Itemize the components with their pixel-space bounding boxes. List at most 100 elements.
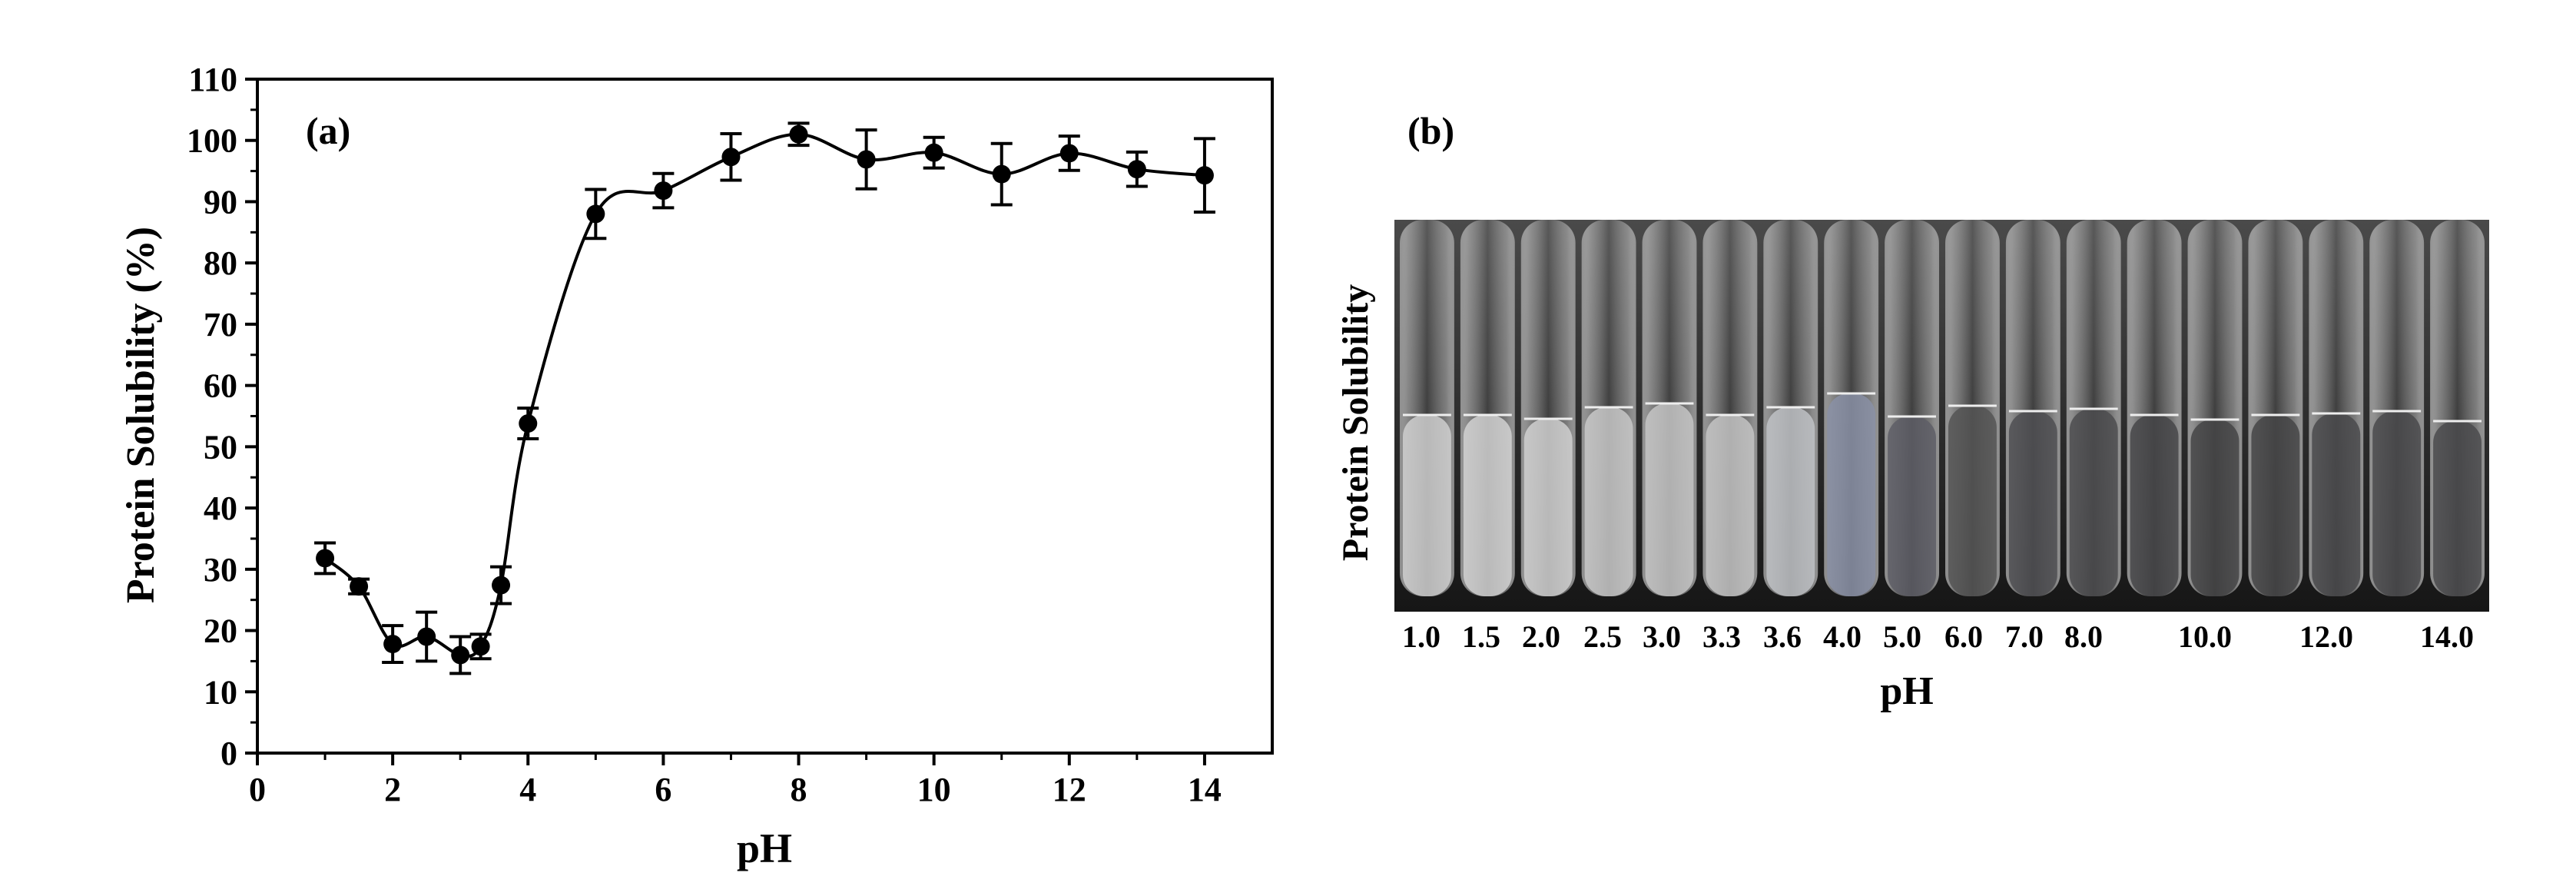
y-tick-label: 0 — [220, 735, 237, 772]
tube-ph-label: 5.0 — [1883, 619, 1921, 654]
tube-ph-label: 14.0 — [2420, 619, 2474, 654]
tube-ph-labels: 1.0 1.5 2.0 2.5 3.0 3.3 3.6 4.0 5.0 6.0 7.0 8.0 10.0… — [1402, 619, 2474, 654]
photo-y-label: Protein Solubility — [1335, 284, 1376, 562]
tube-liquid — [1523, 419, 1573, 596]
y-axis-label: Protein Solubility (%) — [119, 227, 163, 603]
y-tick-label: 50 — [204, 428, 237, 466]
test-tube — [2187, 220, 2243, 596]
y-tick-label: 100 — [187, 122, 237, 160]
tubes-photo-panel: (b) Protein Solubility 1.0 1.5 2.0 2.5 3.0 3.… — [1335, 109, 2489, 713]
data-point — [789, 124, 808, 144]
tube-liquid — [1888, 416, 1936, 596]
x-tick-label: 10 — [917, 771, 951, 808]
panel-label-a: (a) — [306, 109, 350, 152]
tube-liquid — [2008, 411, 2057, 596]
data-point — [417, 627, 436, 646]
test-tube — [1945, 220, 2000, 596]
test-tube — [1763, 220, 1818, 596]
tube-ph-label: 8.0 — [2064, 619, 2103, 654]
data-point — [383, 635, 403, 654]
data-point — [1127, 160, 1146, 179]
test-tube — [1520, 220, 1576, 596]
x-tick-label: 12 — [1053, 771, 1086, 808]
y-tick-label: 20 — [204, 612, 237, 650]
data-point — [586, 204, 605, 224]
x-tick-label: 2 — [384, 771, 401, 808]
tube-liquid — [2312, 413, 2361, 596]
photo-x-label: pH — [1880, 669, 1933, 713]
tube-ph-label: 1.0 — [1402, 619, 1441, 654]
test-tube — [1400, 220, 1454, 596]
tube-liquid — [2069, 409, 2118, 596]
data-point — [519, 414, 538, 433]
tube-ph-label: 2.0 — [1522, 619, 1560, 654]
data-point — [492, 576, 511, 595]
tube-liquid — [1463, 415, 1512, 596]
tube-liquid — [2251, 415, 2300, 596]
data-point — [451, 645, 470, 665]
test-tube — [2066, 220, 2121, 596]
tube-liquid — [2190, 420, 2239, 596]
tube-ph-label: 7.0 — [2005, 619, 2044, 654]
y-tick-label: 80 — [204, 244, 237, 282]
test-tube — [1460, 220, 1515, 596]
test-tube — [2309, 220, 2364, 596]
y-axis-ticks: 0 10 20 30 40 50 60 70 80 90 100 110 — [187, 61, 257, 772]
data-point — [1059, 144, 1079, 163]
x-tick-label: 6 — [655, 771, 671, 808]
y-tick-label: 70 — [204, 306, 237, 343]
data-point — [992, 164, 1011, 184]
y-tick-label: 40 — [204, 489, 237, 527]
y-tick-label: 30 — [204, 551, 237, 589]
tube-liquid — [2433, 421, 2482, 596]
x-tick-label: 0 — [249, 771, 266, 808]
data-point — [350, 577, 369, 596]
data-point — [924, 143, 943, 162]
data-point — [471, 637, 490, 656]
data-point — [857, 150, 876, 169]
x-tick-label: 8 — [791, 771, 807, 808]
test-tubes — [1400, 220, 2485, 596]
tube-liquid — [1948, 406, 1997, 596]
x-tick-label: 14 — [1188, 771, 1222, 808]
y-tick-label: 10 — [204, 673, 237, 711]
test-tube — [2430, 220, 2485, 596]
x-axis-ticks: 0 2 4 6 8 10 12 14 — [249, 753, 1222, 808]
tube-liquid — [1403, 415, 1451, 596]
test-tube — [1702, 220, 1758, 596]
test-tube — [2369, 220, 2425, 596]
test-tube — [1642, 220, 1697, 596]
plot-frame — [256, 78, 1274, 755]
tube-liquid — [2372, 411, 2422, 596]
tube-liquid — [1706, 415, 1755, 596]
tube-ph-label: 4.0 — [1823, 619, 1862, 654]
tubes-photo — [1394, 220, 2489, 612]
tube-ph-label: 1.5 — [1462, 619, 1500, 654]
test-tube — [2127, 220, 2182, 596]
tube-ph-label: 10.0 — [2178, 619, 2232, 654]
test-tube — [1885, 220, 1939, 596]
data-points — [316, 124, 1214, 665]
data-point — [1195, 166, 1214, 185]
data-point — [654, 181, 673, 201]
x-axis-label: pH — [737, 825, 792, 871]
solubility-chart: 0 10 20 30 40 50 60 70 80 90 100 110 0 2 4 6 8 10 12 14 (a… — [119, 61, 1274, 871]
tube-liquid — [1766, 407, 1815, 596]
tube-ph-label: 6.0 — [1944, 619, 1983, 654]
tube-ph-label: 12.0 — [2299, 619, 2353, 654]
tube-ph-label: 3.0 — [1643, 619, 1681, 654]
tube-liquid — [2130, 415, 2179, 596]
tube-liquid — [1584, 407, 1633, 596]
data-point — [721, 148, 741, 167]
series-line — [323, 132, 1205, 658]
tube-liquid — [1827, 393, 1876, 596]
y-tick-label: 60 — [204, 367, 237, 405]
tube-liquid — [1645, 403, 1694, 596]
x-tick-label: 4 — [519, 771, 536, 808]
y-tick-label: 110 — [188, 61, 237, 98]
y-tick-label: 90 — [204, 183, 237, 221]
panel-label-b: (b) — [1407, 109, 1454, 152]
test-tube — [1581, 220, 1636, 596]
error-bars — [314, 121, 1215, 675]
